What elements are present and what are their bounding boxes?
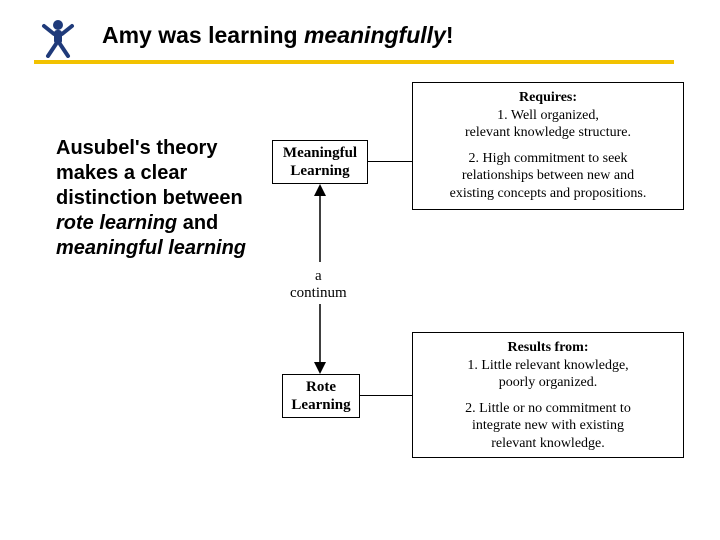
connector-rote (360, 395, 412, 396)
requires-heading: Requires: (421, 89, 675, 107)
results-p1: 1. Little relevant knowledge, poorly org… (421, 357, 675, 392)
body-italic1: rote learning (56, 212, 177, 234)
results-heading: Results from: (421, 339, 675, 357)
rote-l1: Rote (306, 379, 336, 395)
body-mid: and (177, 212, 218, 234)
connector-meaningful (368, 161, 412, 162)
title-underline (34, 60, 674, 64)
requires-box: Requires: 1. Well organized, relevant kn… (412, 82, 684, 210)
body-italic2: meaningful learning (56, 237, 246, 259)
learning-diagram: Meaningful Learning Rote Learning a cont… (262, 82, 702, 512)
requires-p2: 2. High commitment to seek relationships… (421, 150, 675, 203)
title-italic: meaningfully (304, 22, 446, 48)
rote-learning-box: Rote Learning (282, 374, 360, 418)
slide-header: Amy was learning meaningfully! (0, 16, 720, 68)
results-p2: 2. Little or no commitment to integrate … (421, 400, 675, 453)
requires-p1: 1. Well organized, relevant knowledge st… (421, 107, 675, 142)
rote-l2: Learning (291, 397, 350, 413)
body-line1: Ausubel's theory makes a clear distincti… (56, 137, 243, 209)
meaningful-l1: Meaningful (283, 145, 357, 161)
body-paragraph: Ausubel's theory makes a clear distincti… (56, 136, 256, 261)
meaningful-learning-box: Meaningful Learning (272, 140, 368, 184)
slide-title: Amy was learning meaningfully! (102, 22, 454, 49)
title-prefix: Amy was learning (102, 22, 304, 48)
continuum-arrow-icon (310, 184, 330, 374)
meaningful-l2: Learning (290, 163, 349, 179)
person-icon (38, 18, 78, 58)
results-box: Results from: 1. Little relevant knowled… (412, 332, 684, 458)
title-suffix: ! (446, 22, 454, 48)
